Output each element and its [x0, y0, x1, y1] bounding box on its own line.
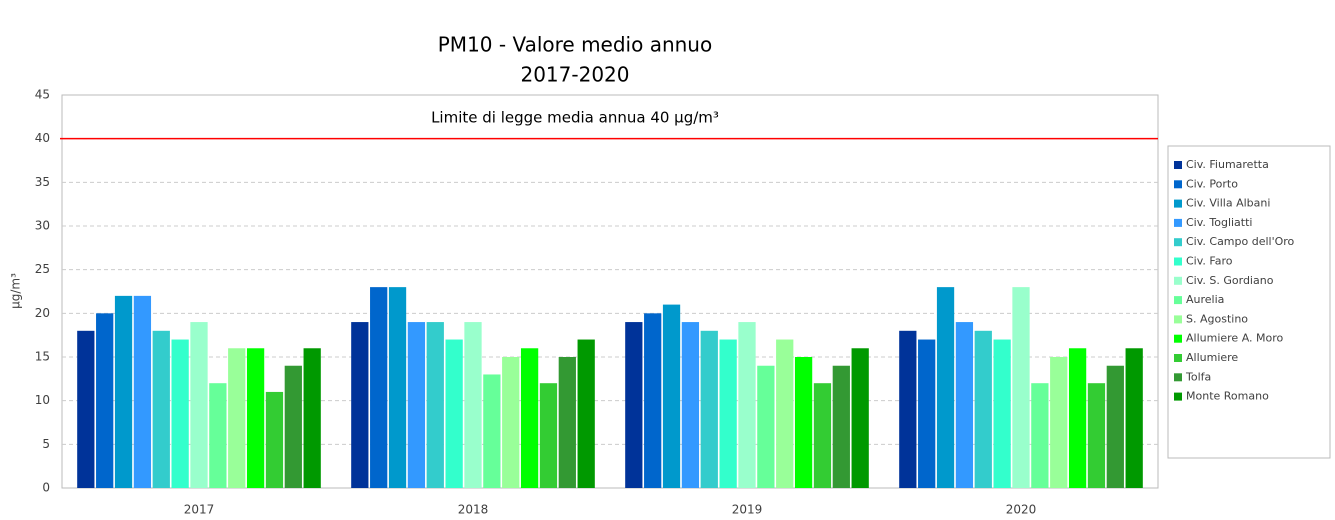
- bar: [625, 322, 643, 488]
- legend-label: Civ. Villa Albani: [1186, 197, 1270, 210]
- legend-swatch: [1174, 296, 1182, 305]
- bar: [851, 348, 869, 488]
- bar: [171, 339, 189, 488]
- bar: [662, 304, 681, 488]
- bar: [370, 287, 388, 488]
- bar: [899, 330, 917, 488]
- bar: [757, 365, 775, 488]
- legend-label: Civ. Togliatti: [1186, 216, 1252, 229]
- legend-label: Allumiere: [1186, 351, 1238, 364]
- bar: [407, 322, 426, 488]
- legend-swatch: [1174, 161, 1182, 169]
- bar: [936, 287, 955, 488]
- y-tick-label: 10: [35, 393, 50, 407]
- x-tick-label: 2019: [732, 503, 763, 517]
- bar: [1106, 365, 1124, 488]
- legend-label: Allumiere A. Moro: [1186, 332, 1284, 345]
- chart-title: PM10 - Valore medio annuo: [438, 33, 712, 57]
- x-tick-label: 2017: [184, 503, 215, 517]
- bar: [209, 383, 227, 488]
- legend-label: Civ. Porto: [1186, 177, 1238, 190]
- y-tick-label: 15: [35, 350, 50, 364]
- bar: [114, 295, 133, 488]
- legend-swatch: [1174, 334, 1182, 343]
- legend-swatch: [1174, 354, 1182, 362]
- bar: [133, 295, 152, 488]
- bar: [1031, 383, 1049, 488]
- y-tick-label: 30: [35, 219, 50, 233]
- bar: [351, 322, 369, 488]
- legend-label: Aurelia: [1186, 293, 1224, 306]
- y-tick-label: 5: [42, 437, 50, 451]
- bar: [520, 348, 539, 488]
- bar: [464, 322, 482, 488]
- bar: [974, 330, 992, 488]
- bar: [190, 322, 208, 488]
- legend-swatch: [1174, 238, 1182, 247]
- legend-swatch: [1174, 373, 1182, 382]
- bar: [303, 348, 321, 488]
- bar: [832, 365, 850, 488]
- legend-label: Tolfa: [1185, 370, 1211, 383]
- bar: [152, 330, 170, 488]
- bar: [794, 357, 813, 488]
- bar: [776, 339, 794, 488]
- legend-label: Monte Romano: [1186, 390, 1269, 403]
- bar: [77, 330, 95, 488]
- bar: [246, 348, 265, 488]
- bar: [1012, 287, 1030, 488]
- x-tick-label: 2018: [458, 503, 489, 517]
- y-tick-label: 0: [42, 481, 50, 495]
- bar: [918, 339, 936, 488]
- bar: [284, 365, 302, 488]
- y-tick-label: 40: [35, 131, 50, 145]
- legend-swatch: [1174, 199, 1182, 208]
- bar: [719, 339, 737, 488]
- bar: [1068, 348, 1087, 488]
- plot-area: [61, 94, 1159, 489]
- legend-swatch: [1174, 218, 1182, 227]
- legend-label: Civ. Fiumaretta: [1186, 158, 1269, 171]
- y-tick-label: 35: [35, 175, 50, 189]
- chart-subtitle: 2017-2020: [520, 63, 629, 87]
- legend-label: Civ. Campo dell'Oro: [1186, 235, 1295, 248]
- bar: [558, 357, 576, 488]
- legend-swatch: [1174, 180, 1182, 189]
- bar: [681, 322, 700, 488]
- legend-swatch: [1174, 392, 1182, 401]
- legend-swatch: [1174, 315, 1182, 324]
- bar: [265, 391, 284, 488]
- bar: [502, 357, 520, 488]
- bar: [228, 348, 246, 488]
- legend-swatch: [1174, 257, 1182, 266]
- bar: [426, 322, 444, 488]
- bar: [483, 374, 501, 488]
- y-axis-label: µg/m³: [9, 273, 23, 309]
- y-tick-label: 20: [35, 306, 50, 320]
- bar: [644, 313, 662, 488]
- legend-box: [1167, 145, 1331, 459]
- bar: [96, 313, 114, 488]
- legend-label: S. Agostino: [1186, 312, 1248, 325]
- bar: [955, 322, 974, 488]
- bar: [539, 383, 558, 488]
- y-tick-label: 45: [35, 88, 50, 102]
- y-tick-label: 25: [35, 262, 50, 276]
- bar: [1125, 348, 1143, 488]
- annotation: Limite di legge media annua 40 µg/m³: [431, 109, 719, 127]
- bar: [1087, 383, 1106, 488]
- legend-swatch: [1174, 276, 1182, 285]
- legend-label: Civ. S. Gordiano: [1186, 274, 1274, 287]
- bar: [445, 339, 463, 488]
- bar: [1050, 357, 1068, 488]
- bar: [993, 339, 1011, 488]
- bar: [577, 339, 595, 488]
- bar: [813, 383, 832, 488]
- x-tick-label: 2020: [1006, 503, 1037, 517]
- bar: [700, 330, 718, 488]
- bar: [738, 322, 756, 488]
- legend-label: Civ. Faro: [1186, 255, 1233, 268]
- bar: [388, 287, 407, 488]
